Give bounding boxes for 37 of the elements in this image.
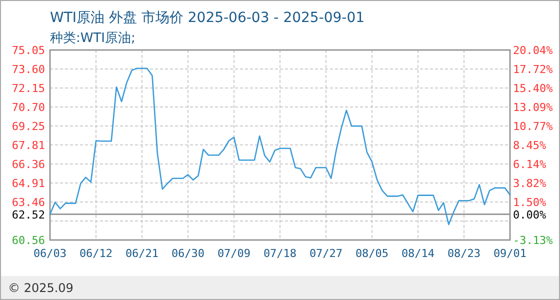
- y-tick-label: 62.52: [12, 208, 45, 222]
- y2-tick-label: 15.40%: [513, 82, 554, 96]
- y-tick-label: 60.56: [12, 234, 45, 247]
- x-tick-label: 06/12: [79, 247, 113, 260]
- y-tick-label: 67.81: [12, 138, 45, 152]
- y2-tick-label: 6.14%: [513, 158, 546, 171]
- y-tick-label: 72.15: [12, 82, 45, 96]
- x-tick-label: 08/23: [447, 247, 481, 260]
- y-tick-label: 66.36: [12, 158, 45, 171]
- y2-tick-label: 8.45%: [513, 139, 546, 152]
- y2-tick-label: 0.00%: [513, 208, 546, 222]
- x-tick-label: 08/05: [355, 247, 389, 260]
- y2-tick-label: 20.04%: [513, 44, 554, 57]
- chart-title: WTI原油 外盘 市场价 2025-06-03 - 2025-09-01: [50, 10, 365, 26]
- y-tick-label: 73.60: [12, 63, 45, 76]
- line-series: [49, 68, 511, 226]
- y-tick-label: 75.05: [12, 44, 45, 57]
- x-tick-label: 09/01: [493, 247, 527, 260]
- y-tick-label: 70.70: [12, 101, 45, 114]
- y2-tick-label: 1.50%: [513, 196, 546, 210]
- y2-tick-label: 10.77%: [513, 120, 554, 134]
- x-tick-label: 08/14: [401, 247, 435, 260]
- x-tick-label: 07/27: [309, 247, 343, 260]
- x-tick-label: 06/03: [33, 247, 67, 260]
- y2-tick-label: -3.13%: [513, 234, 554, 247]
- y-tick-label: 63.46: [12, 196, 45, 209]
- text: © 2025.09: [8, 281, 74, 295]
- y2-tick-label: 3.82%: [513, 177, 546, 190]
- y2-tick-label: 17.72%: [513, 63, 554, 76]
- chart-subtitle: 种类:WTI原油;: [50, 31, 136, 46]
- y2-tick-label: 13.09%: [513, 100, 554, 114]
- y-tick-label: 69.25: [12, 120, 45, 134]
- x-tick-label: 06/30: [171, 247, 205, 260]
- x-tick-label: 07/09: [217, 247, 251, 260]
- x-tick-label: 07/18: [263, 247, 297, 260]
- x-tick-label: 06/21: [125, 247, 159, 260]
- y-tick-label: 64.91: [12, 176, 45, 190]
